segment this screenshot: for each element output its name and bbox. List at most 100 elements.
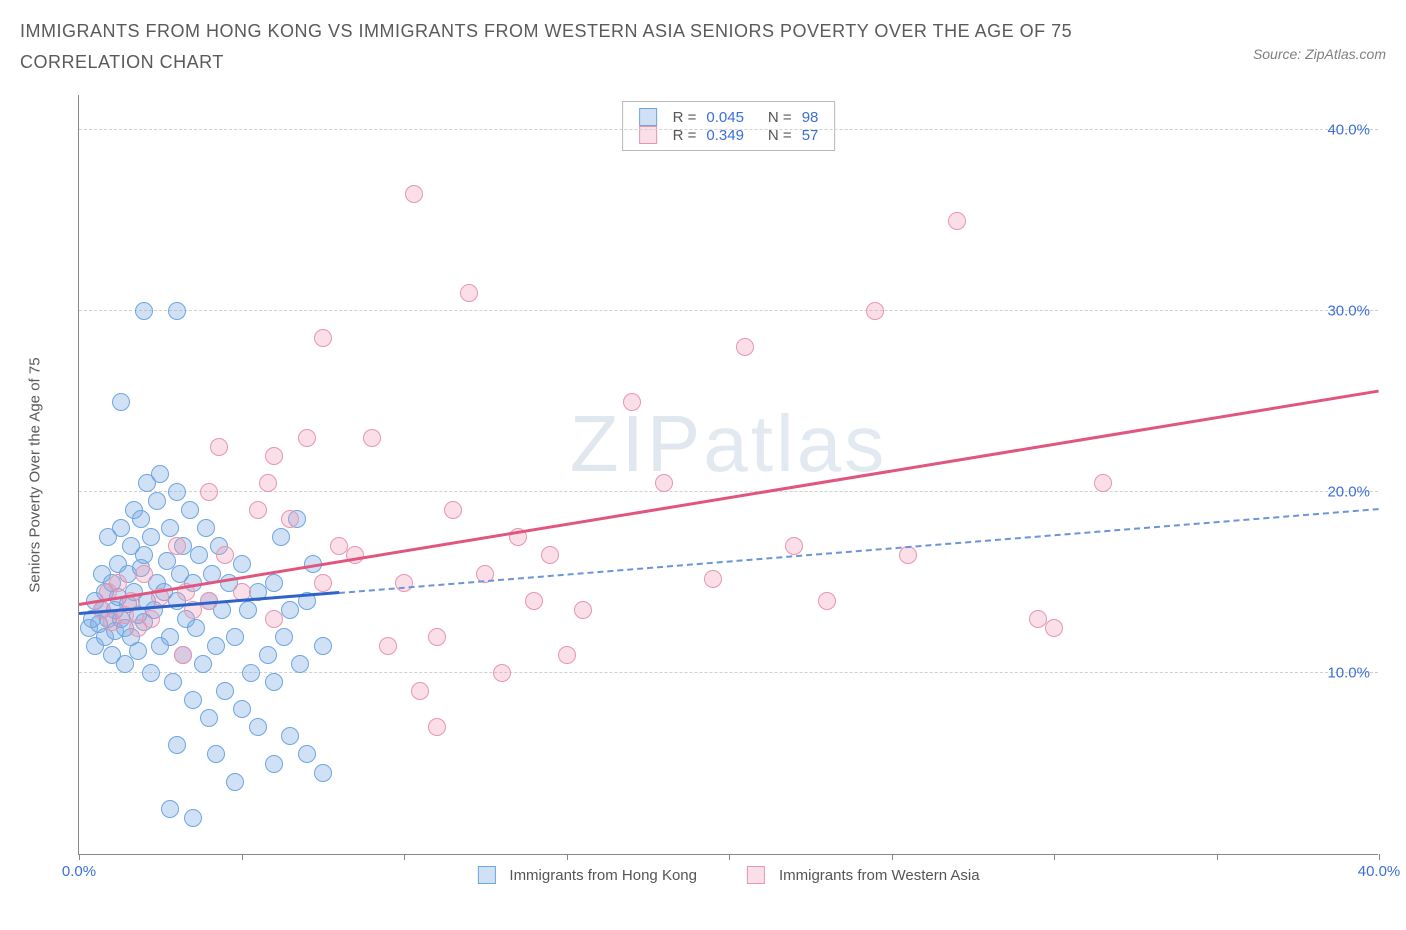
scatter-point-wa: [655, 474, 673, 492]
scatter-point-hk: [233, 700, 251, 718]
y-tick-label: 30.0%: [1327, 303, 1370, 320]
scatter-point-hk: [142, 528, 160, 546]
scatter-point-wa: [259, 474, 277, 492]
scatter-point-wa: [704, 570, 722, 588]
scatter-point-hk: [197, 519, 215, 537]
scatter-point-hk: [112, 519, 130, 537]
x-tick-mark: [567, 854, 568, 860]
scatter-point-hk: [181, 501, 199, 519]
scatter-point-hk: [314, 637, 332, 655]
y-tick-label: 40.0%: [1327, 122, 1370, 139]
scatter-point-hk: [168, 736, 186, 754]
scatter-point-hk: [259, 646, 277, 664]
scatter-point-wa: [216, 546, 234, 564]
legend-label: Immigrants from Western Asia: [779, 867, 980, 884]
scatter-point-wa: [379, 637, 397, 655]
scatter-point-wa: [174, 646, 192, 664]
watermark: ZIPatlas: [570, 398, 887, 490]
scatter-point-hk: [161, 519, 179, 537]
scatter-point-wa: [558, 646, 576, 664]
scatter-point-hk: [135, 302, 153, 320]
scatter-point-hk: [216, 682, 234, 700]
scatter-point-wa: [411, 682, 429, 700]
scatter-point-hk: [142, 664, 160, 682]
stat-n-value: 98: [802, 109, 819, 126]
scatter-point-hk: [161, 628, 179, 646]
scatter-point-hk: [168, 302, 186, 320]
scatter-point-hk: [184, 809, 202, 827]
scatter-point-hk: [151, 465, 169, 483]
scatter-point-wa: [574, 601, 592, 619]
scatter-point-wa: [281, 510, 299, 528]
x-tick-mark: [1379, 854, 1380, 860]
x-tick-mark: [242, 854, 243, 860]
x-tick-label: 40.0%: [1358, 863, 1401, 880]
chart-title: IMMIGRANTS FROM HONG KONG VS IMMIGRANTS …: [20, 16, 1120, 77]
scatter-point-wa: [265, 610, 283, 628]
source-label: Source: ZipAtlas.com: [1253, 46, 1386, 62]
trend-line: [339, 508, 1379, 594]
scatter-point-hk: [272, 528, 290, 546]
scatter-point-wa: [314, 574, 332, 592]
scatter-point-hk: [194, 655, 212, 673]
scatter-point-hk: [265, 673, 283, 691]
scatter-point-wa: [428, 628, 446, 646]
scatter-point-wa: [460, 284, 478, 302]
scatter-point-wa: [330, 537, 348, 555]
y-tick-label: 10.0%: [1327, 665, 1370, 682]
scatter-point-hk: [200, 709, 218, 727]
scatter-point-wa: [109, 574, 127, 592]
scatter-point-hk: [161, 800, 179, 818]
y-axis-label: Seniors Poverty Over the Age of 75: [27, 357, 44, 592]
y-tick-label: 20.0%: [1327, 484, 1370, 501]
scatter-point-hk: [112, 393, 130, 411]
scatter-point-wa: [623, 393, 641, 411]
scatter-point-hk: [129, 642, 147, 660]
scatter-point-wa: [142, 610, 160, 628]
gridline-h: [79, 310, 1378, 311]
scatter-point-hk: [314, 764, 332, 782]
scatter-point-wa: [866, 302, 884, 320]
scatter-point-hk: [207, 637, 225, 655]
scatter-point-wa: [135, 565, 153, 583]
chart-header: IMMIGRANTS FROM HONG KONG VS IMMIGRANTS …: [0, 0, 1406, 77]
stats-row-hk: R = 0.045 N = 98: [639, 108, 819, 126]
scatter-point-hk: [265, 755, 283, 773]
scatter-point-hk: [239, 601, 257, 619]
gridline-h: [79, 491, 1378, 492]
scatter-point-hk: [249, 718, 267, 736]
scatter-point-wa: [444, 501, 462, 519]
stat-r-value: 0.045: [706, 109, 744, 126]
scatter-point-wa: [298, 429, 316, 447]
stat-label: R =: [673, 109, 697, 126]
scatter-point-wa: [525, 592, 543, 610]
legend-label: Immigrants from Hong Kong: [509, 867, 697, 884]
scatter-point-hk: [132, 510, 150, 528]
legend-item: Immigrants from Hong Kong: [477, 866, 697, 884]
scatter-point-hk: [233, 555, 251, 573]
scatter-point-wa: [736, 338, 754, 356]
x-tick-mark: [79, 854, 80, 860]
scatter-point-hk: [281, 601, 299, 619]
scatter-point-wa: [948, 212, 966, 230]
scatter-point-wa: [1029, 610, 1047, 628]
x-tick-mark: [1054, 854, 1055, 860]
stat-label: N =: [768, 109, 792, 126]
scatter-point-hk: [291, 655, 309, 673]
scatter-point-wa: [405, 185, 423, 203]
scatter-point-wa: [249, 501, 267, 519]
scatter-point-wa: [818, 592, 836, 610]
scatter-point-hk: [242, 664, 260, 682]
bottom-legend: Immigrants from Hong Kong Immigrants from…: [477, 866, 979, 884]
plot-area: Seniors Poverty Over the Age of 75 ZIPat…: [78, 95, 1378, 855]
x-tick-mark: [729, 854, 730, 860]
scatter-point-wa: [168, 537, 186, 555]
scatter-point-hk: [298, 745, 316, 763]
scatter-point-hk: [226, 773, 244, 791]
scatter-point-wa: [1045, 619, 1063, 637]
scatter-point-wa: [210, 438, 228, 456]
legend-item: Immigrants from Western Asia: [747, 866, 980, 884]
scatter-point-wa: [1094, 474, 1112, 492]
scatter-point-wa: [265, 447, 283, 465]
scatter-point-wa: [314, 329, 332, 347]
